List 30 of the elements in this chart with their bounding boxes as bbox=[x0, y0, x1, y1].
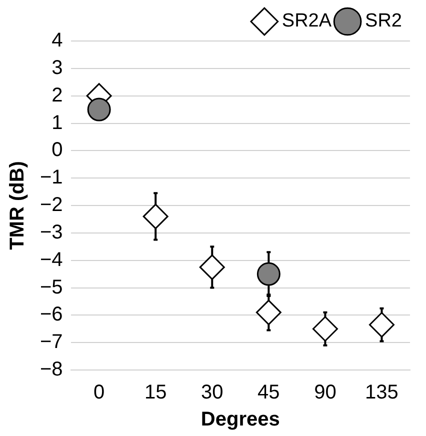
y-tick-label: 2 bbox=[52, 84, 63, 106]
point bbox=[368, 312, 394, 338]
y-tick-label: 1 bbox=[52, 112, 63, 134]
legend-label: SR2A bbox=[282, 10, 332, 32]
legend-label: SR2 bbox=[365, 10, 402, 32]
y-tick-label: −8 bbox=[40, 358, 63, 381]
y-tick-label: −6 bbox=[40, 304, 63, 326]
point bbox=[199, 254, 225, 280]
y-tick-label: −5 bbox=[40, 276, 63, 298]
x-tick-label: 45 bbox=[258, 382, 280, 404]
point bbox=[256, 300, 282, 326]
y-tick-label: 4 bbox=[52, 30, 63, 52]
x-tick-label: 0 bbox=[94, 382, 105, 404]
point bbox=[142, 204, 168, 230]
y-tick-label: −7 bbox=[40, 331, 63, 354]
x-tick-label: 90 bbox=[314, 382, 336, 404]
x-axis-title: Degrees bbox=[200, 408, 280, 431]
y-tick-label: −2 bbox=[40, 194, 63, 216]
point bbox=[312, 316, 338, 342]
y-tick-label: 3 bbox=[52, 56, 63, 79]
x-tick-label: 30 bbox=[201, 382, 224, 404]
x-tick-label: 135 bbox=[365, 382, 398, 404]
y-tick-label: −3 bbox=[40, 221, 63, 244]
y-axis-title: TMR (dB) bbox=[6, 161, 29, 250]
point bbox=[256, 262, 280, 286]
point bbox=[87, 98, 111, 122]
y-tick-label: −1 bbox=[40, 166, 63, 189]
y-tick-label: 0 bbox=[52, 139, 63, 162]
x-tick-label: 15 bbox=[144, 382, 167, 404]
y-tick-label: −4 bbox=[40, 248, 63, 271]
